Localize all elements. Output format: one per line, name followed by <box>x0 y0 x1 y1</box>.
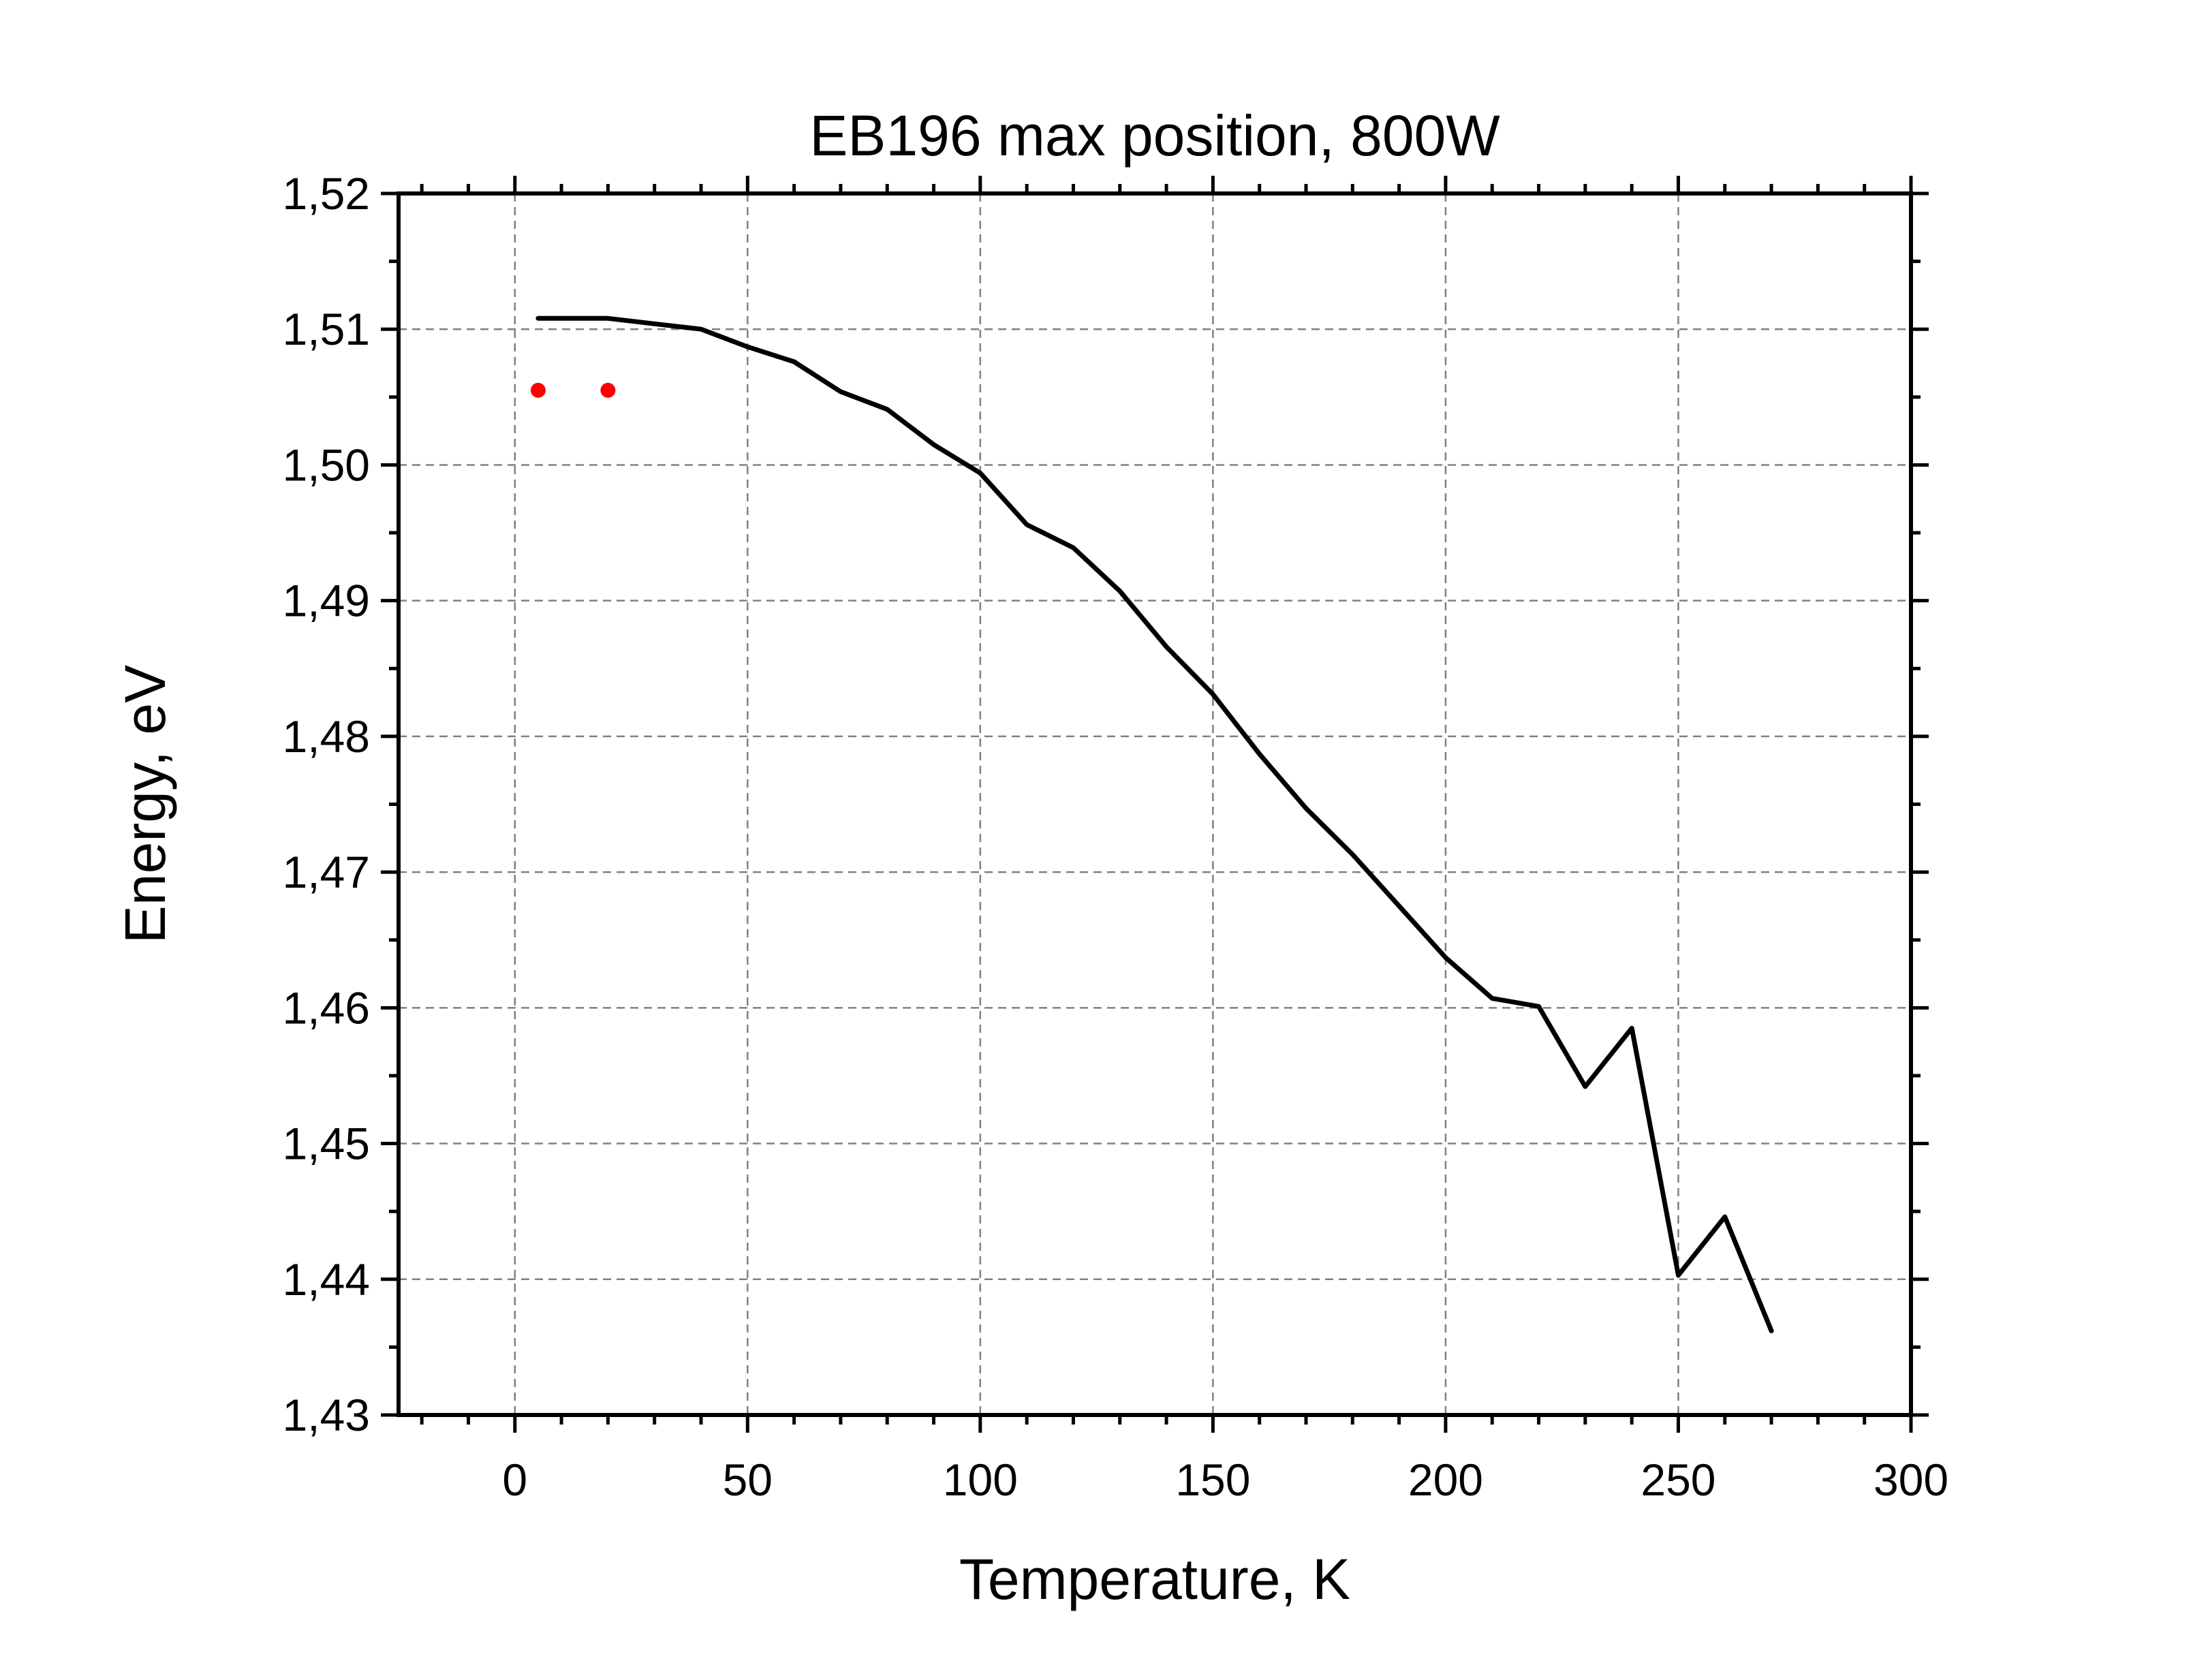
y-tick-label: 1,52 <box>283 168 370 219</box>
series-line <box>535 315 1774 1333</box>
x-tick-label: 300 <box>1874 1455 1948 1505</box>
x-tick-label: 0 <box>502 1455 527 1505</box>
ticks <box>381 176 1929 1433</box>
y-tick-label: 1,45 <box>283 1119 370 1169</box>
x-tick-label: 100 <box>943 1455 1018 1505</box>
chart-title: EB196 max position, 800W <box>809 104 1499 168</box>
y-tick-label: 1,44 <box>283 1254 370 1305</box>
x-tick-label: 150 <box>1175 1455 1250 1505</box>
y-tick-label: 1,49 <box>283 576 370 626</box>
y-tick-label: 1,48 <box>283 711 370 762</box>
y-tick-label: 1,50 <box>283 439 370 490</box>
x-tick-label: 250 <box>1641 1455 1715 1505</box>
y-tick-label: 1,51 <box>283 304 370 354</box>
series-layer <box>530 315 1774 1333</box>
grid <box>399 193 1911 1415</box>
plot-frame <box>397 191 1913 1417</box>
tick-labels: 0 50 100 150 200 250 300 1,43 1,44 1,45 1,46 1,47 1,… <box>283 168 1949 1505</box>
y-tick-label: 1,46 <box>283 982 370 1033</box>
x-tick-label: 50 <box>723 1455 773 1505</box>
scatter-point <box>530 382 546 398</box>
y-tick-label: 1,47 <box>283 847 370 897</box>
y-axis-title: Energy, eV <box>113 665 177 944</box>
x-tick-label: 200 <box>1408 1455 1483 1505</box>
scatter-point <box>600 382 616 398</box>
x-axis-title: Temperature, K <box>959 1547 1350 1611</box>
y-tick-label: 1,43 <box>283 1390 370 1440</box>
